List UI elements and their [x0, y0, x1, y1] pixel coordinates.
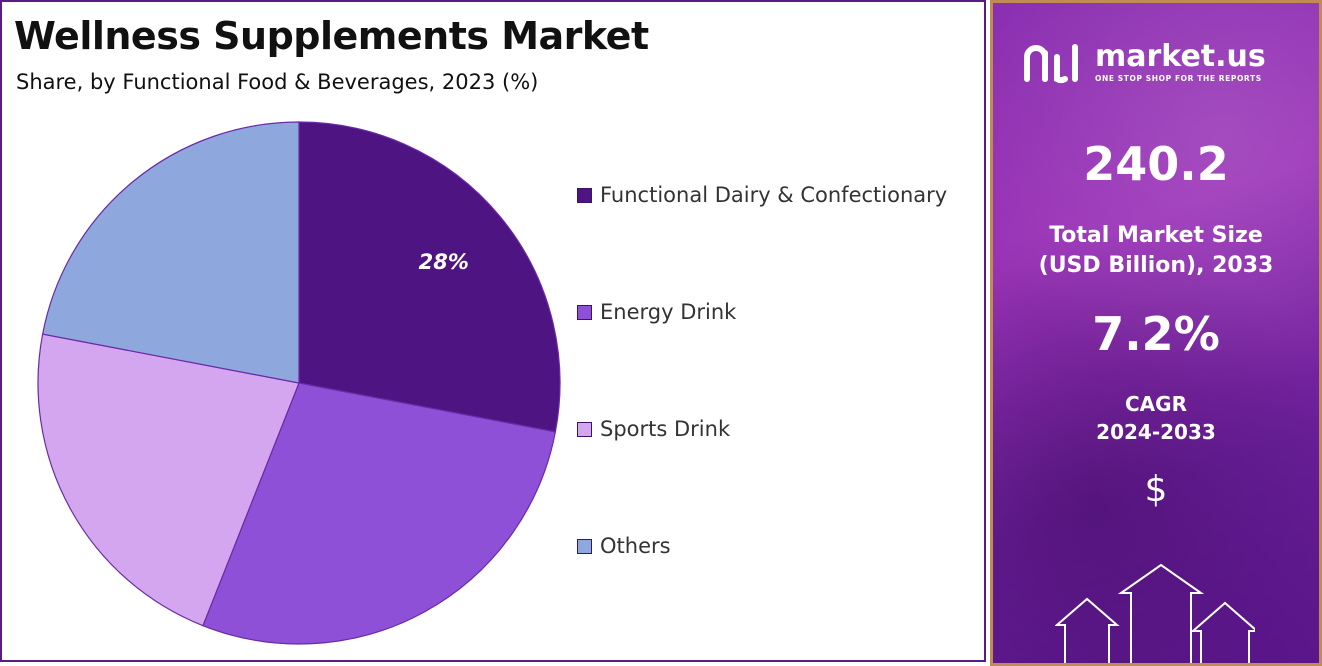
pie-slice-sports-drink — [37, 333, 300, 627]
pie-slice-functional-dairy-confectionary — [298, 121, 561, 433]
legend-label: Sports Drink — [600, 417, 731, 441]
pie-slice-energy-drink — [202, 382, 557, 645]
legend-item-sports-drink: Sports Drink — [577, 412, 947, 446]
dollar-icon: $ — [1144, 469, 1168, 510]
legend-swatch — [577, 187, 592, 203]
legend-label: Functional Dairy & Confectionary — [600, 183, 948, 207]
summary-panel: market.us ONE STOP SHOP FOR THE REPORTS … — [990, 0, 1322, 666]
legend-label: Others — [600, 534, 671, 558]
legend-swatch — [577, 421, 592, 437]
chart-panel: Wellness Supplements Market Share, by Fu… — [0, 0, 986, 662]
cagr-period: 2024-2033 — [1096, 420, 1216, 444]
market-us-logo-icon — [1024, 44, 1078, 84]
pie-data-label: 28% — [419, 250, 469, 274]
cagr-label: CAGR — [1125, 392, 1187, 416]
brand-logo: market.us ONE STOP SHOP FOR THE REPORTS — [1023, 39, 1266, 85]
pie-chart: 28% — [37, 121, 561, 645]
market-size-label-line2: (USD Billion), 2033 — [1038, 253, 1274, 278]
legend-swatch — [577, 538, 592, 554]
legend-item-others: Others — [577, 529, 947, 563]
legend-label: Energy Drink — [600, 300, 737, 324]
brand-name: market.us — [1095, 38, 1266, 74]
chart-subtitle: Share, by Functional Food & Beverages, 2… — [16, 70, 539, 94]
pie-slice-others — [41, 121, 300, 384]
market-size-label-line1: Total Market Size — [1049, 223, 1263, 248]
brand-tagline: ONE STOP SHOP FOR THE REPORTS — [1095, 73, 1262, 83]
legend: Functional Dairy & Confectionary Energy … — [577, 178, 947, 646]
market-size-value: 240.2 — [1083, 137, 1229, 191]
chart-title: Wellness Supplements Market — [14, 14, 649, 58]
cagr-value: 7.2% — [1092, 307, 1220, 361]
background-image — [993, 3, 1319, 663]
legend-item-energy-drink: Energy Drink — [577, 295, 947, 329]
growth-arrows-icon — [1055, 563, 1255, 663]
legend-item-functional-dairy: Functional Dairy & Confectionary — [577, 178, 947, 212]
legend-swatch — [577, 304, 592, 320]
